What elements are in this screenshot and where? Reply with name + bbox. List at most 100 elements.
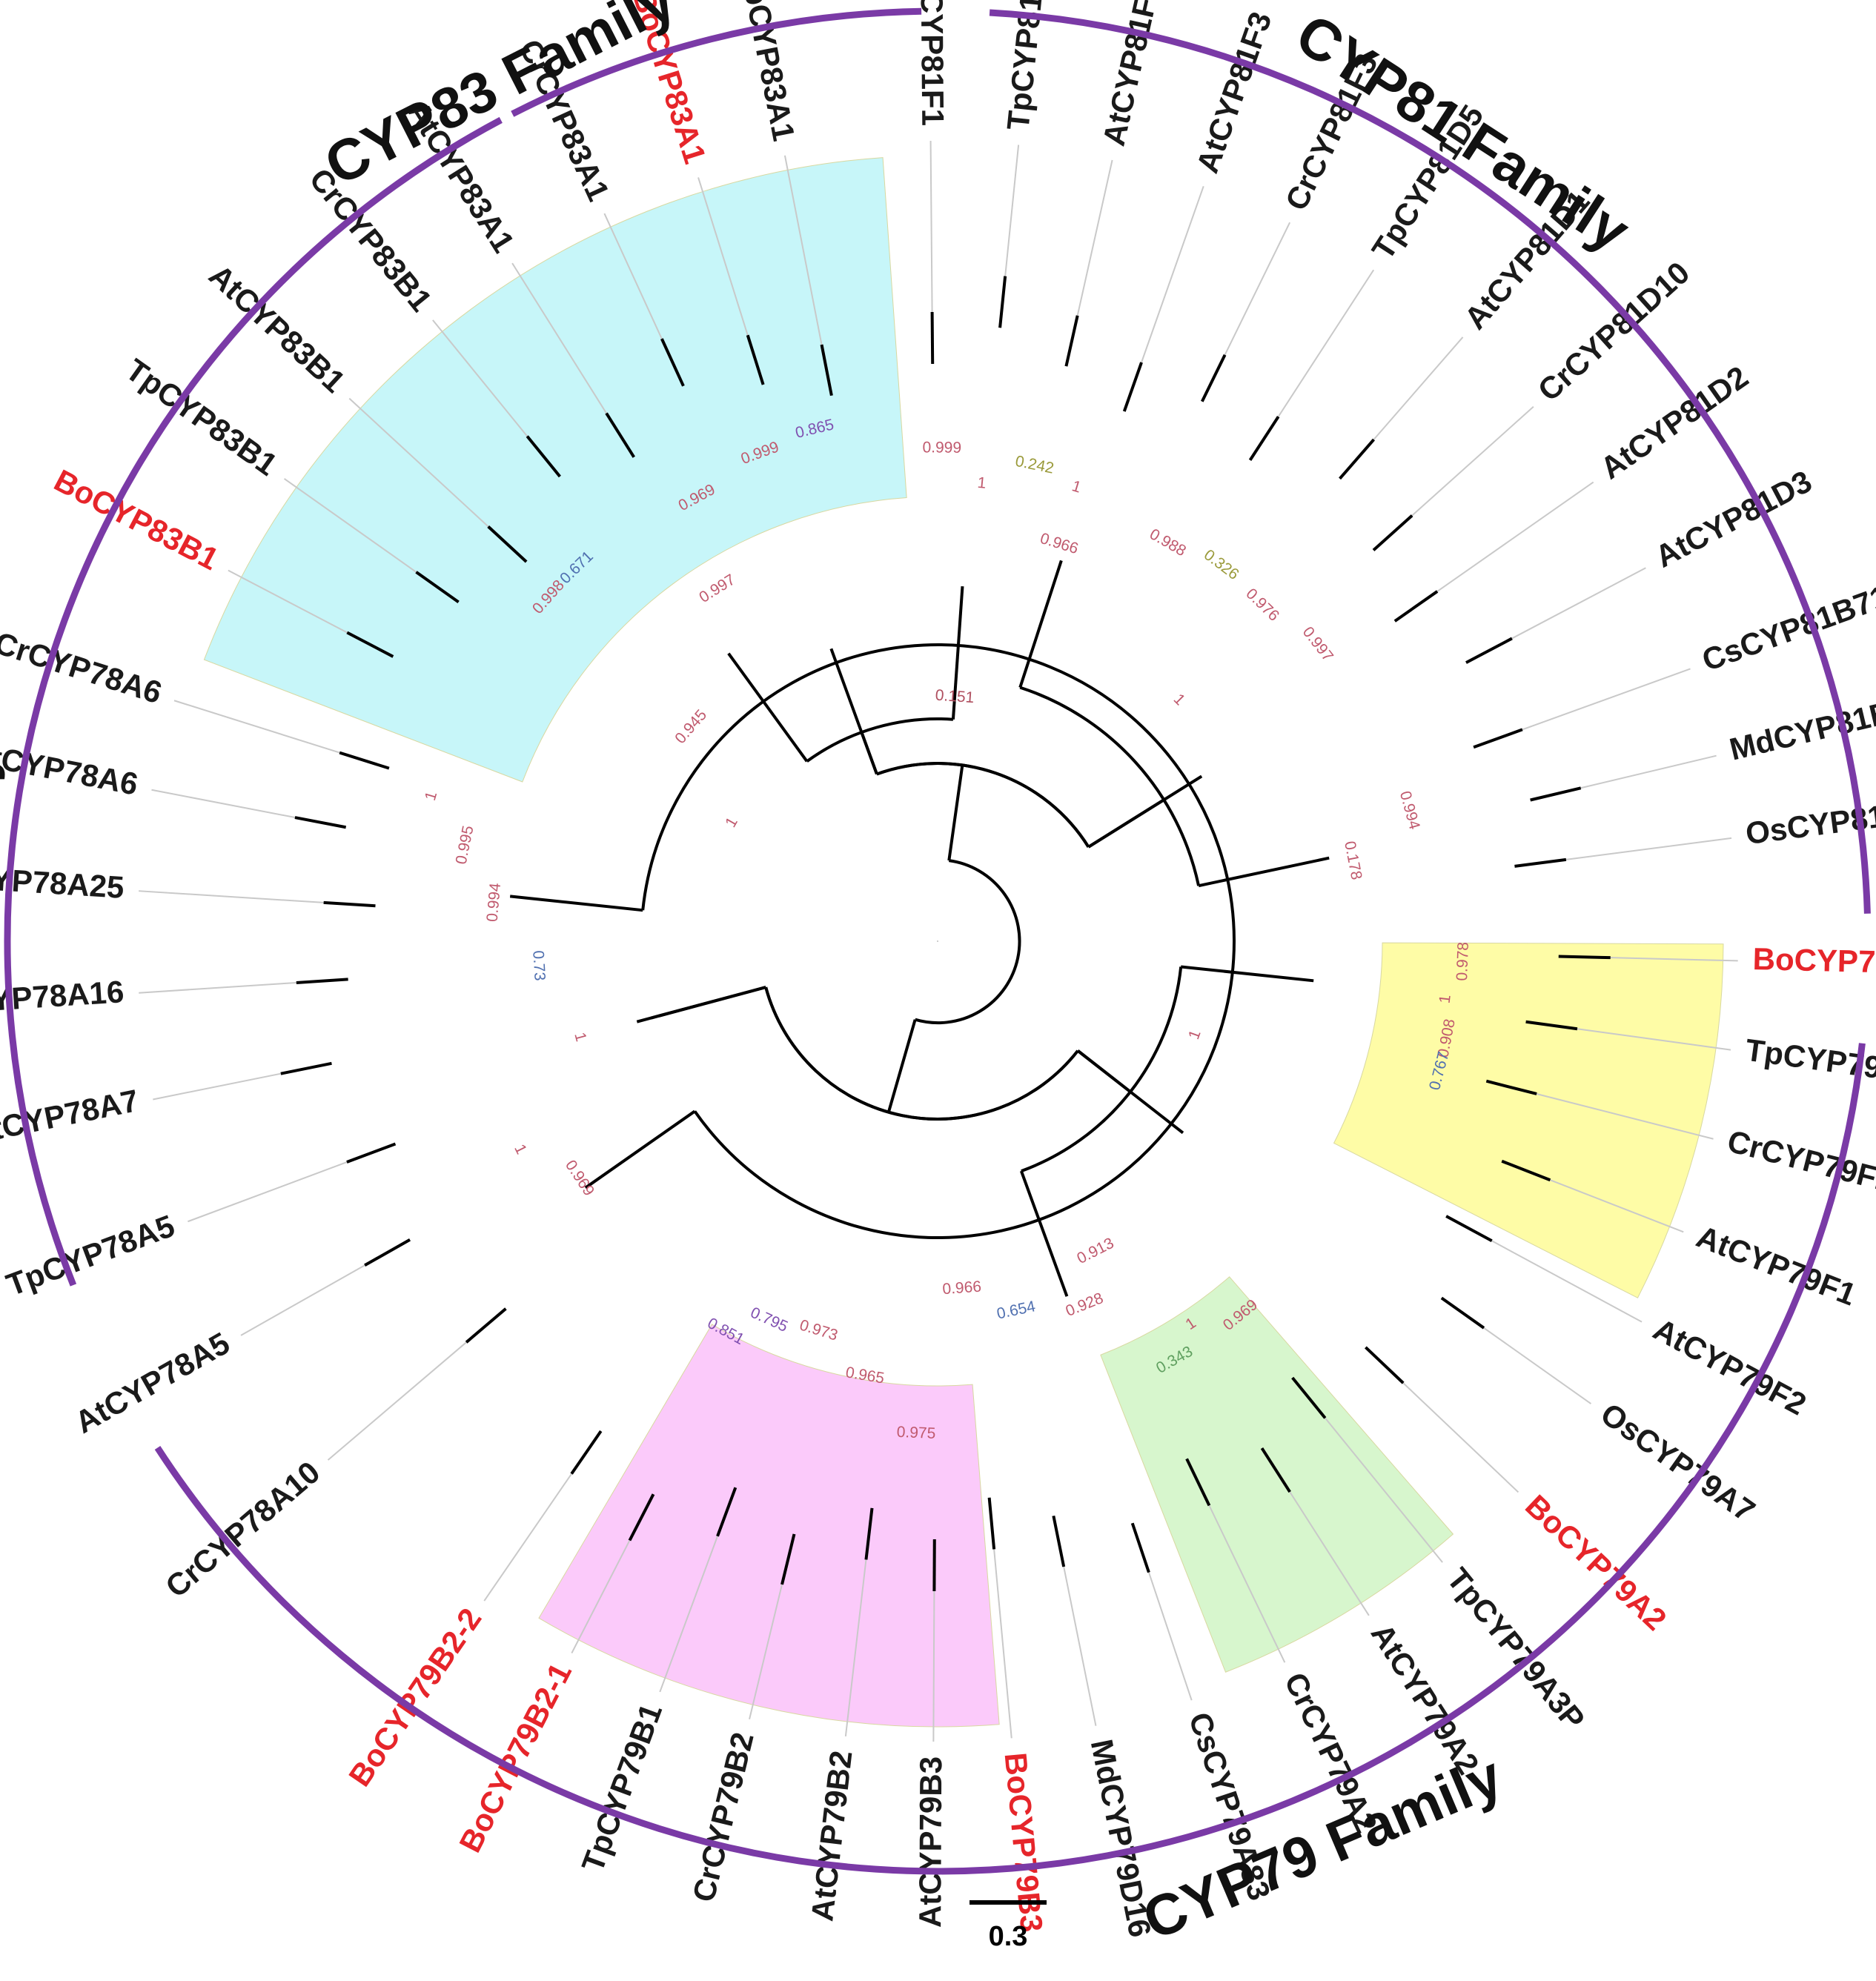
tree-branches xyxy=(280,276,1611,1591)
support-value: 0.913 xyxy=(1074,1235,1116,1267)
clade-highlights xyxy=(203,157,1724,1728)
support-value: 0.988 xyxy=(1147,525,1189,560)
internal-branch xyxy=(509,895,643,912)
terminal-branch xyxy=(987,1497,996,1550)
support-value: 0.242 xyxy=(1014,453,1055,477)
leaf-label: CrCYP81D10 xyxy=(1531,255,1697,408)
terminal-branch xyxy=(465,1307,507,1344)
leaf-guide xyxy=(153,1072,282,1101)
internal-arc xyxy=(764,986,1079,1121)
support-value: 1 xyxy=(511,1141,530,1157)
terminal-branch xyxy=(296,978,348,984)
family-arc xyxy=(989,9,1871,914)
support-value: 1 xyxy=(1070,477,1083,496)
internal-arc xyxy=(764,986,1079,1121)
terminal-branch xyxy=(1248,416,1280,461)
leaf-guide xyxy=(1141,185,1204,363)
terminal-branch xyxy=(280,1061,332,1075)
terminal-branch xyxy=(1445,1215,1493,1243)
support-value: 1 xyxy=(422,789,440,803)
leaf-guide xyxy=(603,213,663,339)
support-value: 0.994 xyxy=(484,882,505,923)
leaf-label: AtCYP81F1 xyxy=(914,0,950,126)
internal-arc xyxy=(641,643,1236,1240)
terminal-branch xyxy=(1530,786,1582,802)
leaf-guide xyxy=(1147,1572,1193,1701)
terminal-branch xyxy=(1514,857,1567,868)
terminal-branch xyxy=(820,344,833,396)
leaf-guide xyxy=(1610,957,1738,962)
terminal-branch xyxy=(998,276,1007,328)
terminal-branch xyxy=(323,900,376,908)
terminal-branch xyxy=(628,1493,655,1542)
leaf-guide xyxy=(993,1549,1012,1739)
leaf-guide xyxy=(697,177,749,336)
support-value: 0.966 xyxy=(1038,530,1081,557)
leaf-guide-lines xyxy=(139,141,1738,1742)
leaf-guide xyxy=(1411,405,1534,517)
leaf-guide xyxy=(749,1584,783,1719)
leaf-guide xyxy=(844,1559,867,1736)
scale-bar: 0.3 xyxy=(970,1900,1047,1952)
leaf-guide xyxy=(1277,269,1375,417)
family-arc xyxy=(4,116,503,1287)
leaf-label: CrCYP78A10 xyxy=(159,1454,326,1604)
terminal-branch xyxy=(780,1533,796,1585)
terminal-branch xyxy=(487,525,528,563)
leaf-label: OsCYP78A16 xyxy=(0,974,125,1021)
leaf-guide xyxy=(1004,145,1020,276)
leaf-guide xyxy=(432,319,528,437)
internal-branch xyxy=(886,1019,917,1113)
leaf-guide xyxy=(1224,222,1291,356)
terminal-branch xyxy=(1465,637,1513,664)
leaf-label: CrCYP79F1 xyxy=(1724,1124,1876,1199)
leaf-guide xyxy=(1483,1327,1592,1404)
support-value: 0.973 xyxy=(798,1316,840,1344)
terminal-branch xyxy=(1064,315,1079,367)
leaf-guide xyxy=(483,1473,572,1602)
leaf-guide xyxy=(283,478,417,573)
leaf-guide xyxy=(659,1536,718,1693)
leaf-label: AtCYP78A5 xyxy=(69,1325,235,1440)
leaf-guide xyxy=(1373,336,1464,440)
internal-branch xyxy=(1076,1049,1132,1093)
leaf-guide xyxy=(571,1540,631,1654)
terminal-branch xyxy=(346,631,394,658)
leaf-guide xyxy=(1511,567,1646,640)
support-value: 0.978 xyxy=(1454,942,1472,981)
internal-branch xyxy=(727,652,809,763)
leaf-label: CsCYP81B71 xyxy=(1697,578,1876,677)
leaf-label: MdCYP78A25 xyxy=(0,857,125,905)
terminal-branch xyxy=(1372,514,1413,551)
internal-arc xyxy=(1019,686,1201,886)
support-value: 0.178 xyxy=(1341,840,1365,881)
internal-branch xyxy=(584,1109,696,1189)
leaf-label: AtCYP81D3 xyxy=(1649,463,1817,574)
terminal-branch xyxy=(1291,1376,1327,1419)
terminal-branch xyxy=(1558,955,1611,960)
leaf-guide xyxy=(929,141,933,313)
leaf-guide xyxy=(932,1590,935,1742)
clade-pink xyxy=(538,1324,1000,1728)
terminal-branch xyxy=(1473,728,1523,749)
leaf-label: BoCYP79B3 xyxy=(998,1751,1050,1934)
leaf-label: MdCYP81B26 xyxy=(1726,686,1876,766)
leaf-guide xyxy=(228,569,348,634)
terminal-branch xyxy=(746,334,765,385)
leaf-guide xyxy=(1436,481,1594,592)
support-value: 1 xyxy=(1170,691,1189,709)
support-value: 0.999 xyxy=(922,439,961,456)
leaf-guide xyxy=(1491,1240,1643,1323)
leaf-label: AtCYP79B3 xyxy=(912,1756,948,1928)
leaf-label: BoCYP79B2-2 xyxy=(342,1602,488,1792)
leaf-guide xyxy=(1402,1382,1519,1493)
terminal-branch xyxy=(660,338,685,387)
terminal-branch xyxy=(1365,1346,1405,1384)
support-value: 0.326 xyxy=(1201,546,1242,583)
support-value: 0.969 xyxy=(562,1157,597,1199)
leaf-label: TpCYP78A5 xyxy=(1,1208,179,1302)
internal-branch xyxy=(951,586,964,720)
terminal-branch xyxy=(1130,1522,1150,1573)
